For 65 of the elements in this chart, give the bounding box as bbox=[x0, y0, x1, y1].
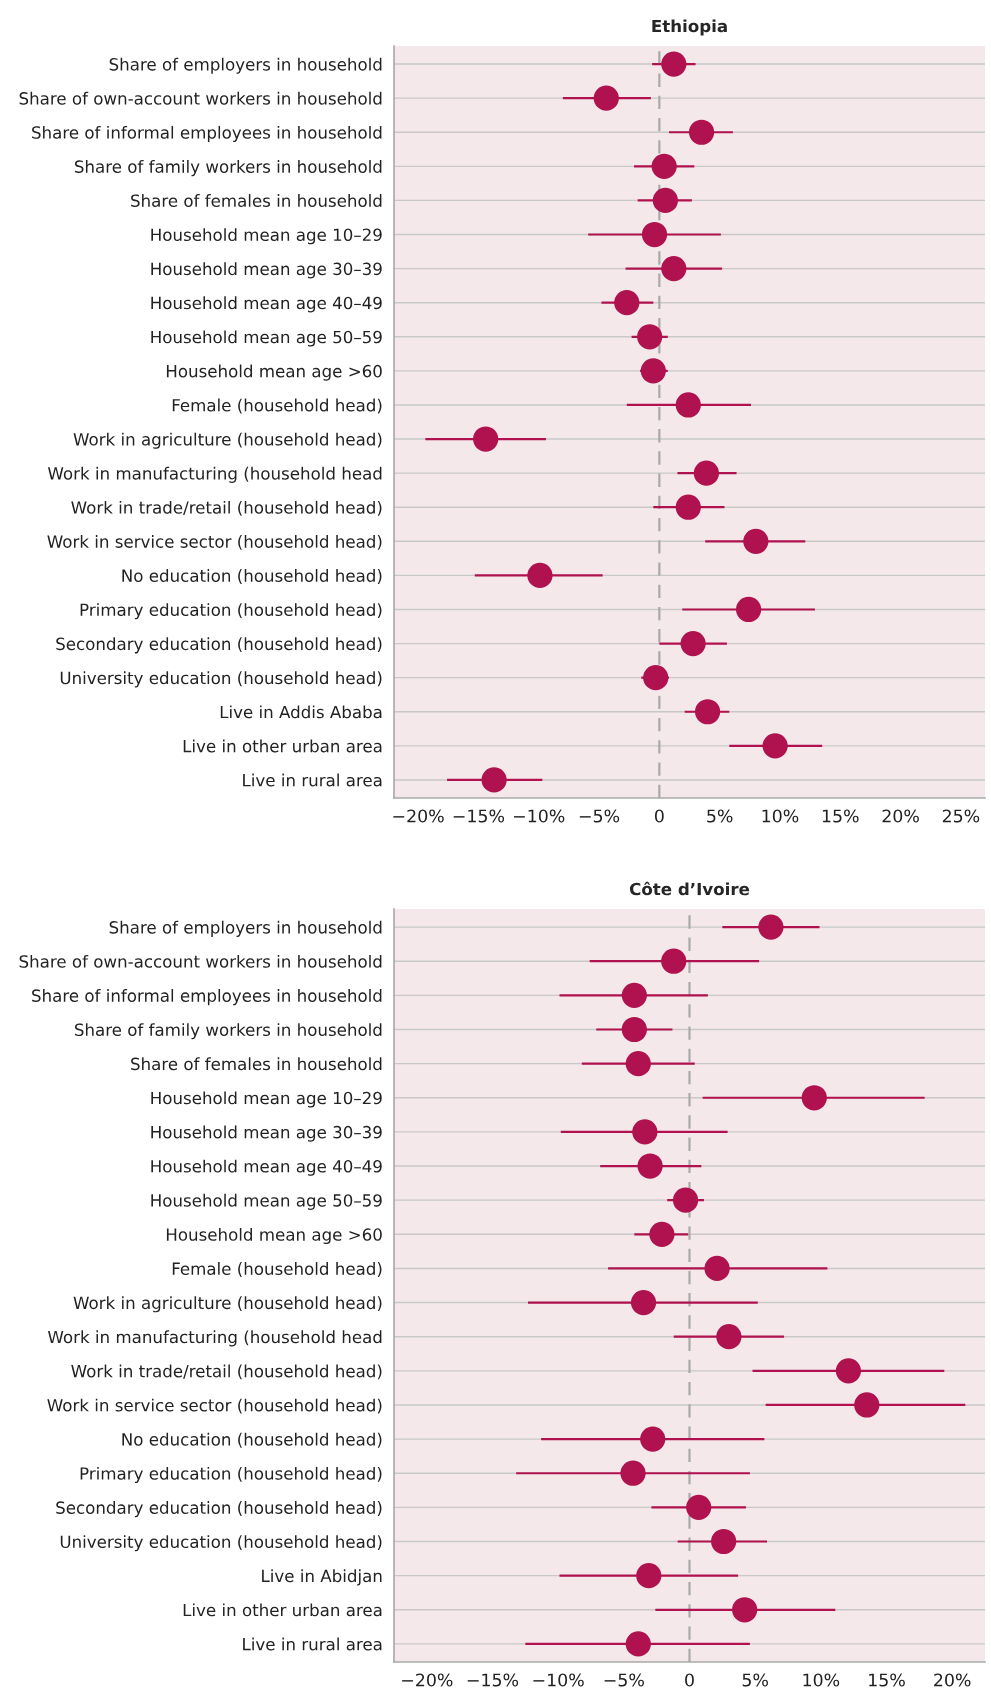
y-tick-label: Work in manufacturing (household head bbox=[47, 466, 382, 483]
y-tick-label: Share of employers in household bbox=[109, 57, 382, 74]
y-tick-label: Share of females in household bbox=[131, 194, 382, 207]
x-tick-label: 15% bbox=[822, 809, 859, 823]
x-tick-label: 5% bbox=[707, 809, 733, 823]
y-tick-label: Live in other urban area bbox=[183, 1603, 382, 1617]
x-tick-label: −20% bbox=[393, 809, 444, 823]
y-tick-label: Live in Abidjan bbox=[262, 1569, 382, 1586]
y-tick-label: Work in service sector (household head) bbox=[47, 534, 382, 550]
y-tick-label: Work in service sector (household head) bbox=[47, 1398, 382, 1414]
y-tick-label: Primary education (household head) bbox=[80, 1466, 382, 1484]
x-tick-label: 20% bbox=[934, 1673, 971, 1687]
y-tick-label: Share of own-account workers in household bbox=[19, 954, 382, 968]
y-tick-label: Female (household head) bbox=[172, 398, 382, 414]
x-tick-label: −5% bbox=[579, 809, 620, 823]
y-tick-label: Share of family workers in household bbox=[74, 160, 382, 177]
y-tick-label: Female (household head) bbox=[172, 1262, 382, 1277]
y-tick-label: Household mean age 10–29 bbox=[151, 1091, 382, 1108]
y-tick-label: Household mean age >60 bbox=[166, 364, 382, 381]
x-tick-label: 10% bbox=[762, 809, 799, 823]
y-tick-label: University education (household head) bbox=[60, 1535, 382, 1552]
y-tick-label: No education (household head) bbox=[122, 569, 382, 584]
y-tick-label: Household mean age 10–29 bbox=[151, 228, 382, 245]
x-tick-label: 20% bbox=[882, 809, 919, 823]
y-tick-label: Work in manufacturing (household head bbox=[47, 1330, 382, 1347]
y-tick-label: Household mean age 40–49 bbox=[151, 296, 382, 313]
x-tick-label: −5% bbox=[604, 1673, 644, 1687]
y-tick-label: Secondary education (household head) bbox=[56, 1501, 382, 1518]
y-tick-label: Household mean age 50–59 bbox=[151, 1193, 382, 1210]
x-tick-label: 5% bbox=[742, 1673, 768, 1687]
chart-title: Côte d’Ivoire bbox=[629, 881, 750, 896]
x-tick-label: 25% bbox=[942, 809, 980, 823]
y-tick-label: Live in Addis Ababa bbox=[220, 705, 382, 719]
y-tick-label: Work in trade/retail (household head) bbox=[71, 1364, 382, 1380]
y-tick-label: Household mean age 30–39 bbox=[151, 1125, 382, 1142]
y-tick-label: Household mean age >60 bbox=[166, 1227, 382, 1245]
y-tick-label: Share of informal employees in household bbox=[32, 989, 382, 1006]
y-tick-label: Live in other urban area bbox=[183, 739, 382, 753]
y-tick-label: Share of family workers in household bbox=[74, 1023, 382, 1040]
x-tick-label: −10% bbox=[533, 1673, 584, 1687]
y-tick-label: Work in agriculture (household head) bbox=[73, 432, 382, 449]
x-tick-label: −20% bbox=[402, 1673, 453, 1687]
y-tick-label: Share of females in household bbox=[131, 1057, 382, 1071]
y-tick-label: Share of informal employees in household bbox=[32, 125, 382, 143]
y-tick-label: Household mean age 30–39 bbox=[151, 262, 382, 279]
y-tick-label: Live in rural area bbox=[243, 1637, 382, 1651]
y-tick-label: Primary education (household head) bbox=[80, 603, 382, 620]
x-tick-label: 0 bbox=[654, 809, 664, 823]
y-tick-label: No education (household head) bbox=[122, 1432, 382, 1448]
y-tick-label: Work in agriculture (household head) bbox=[73, 1296, 382, 1313]
y-tick-label: Household mean age 50–59 bbox=[151, 330, 382, 347]
y-tick-label: University education (household head) bbox=[60, 671, 382, 688]
y-tick-label: Share of employers in household bbox=[109, 920, 382, 937]
y-tick-label: Work in trade/retail (household head) bbox=[71, 500, 382, 516]
x-tick-label: 10% bbox=[803, 1673, 840, 1687]
y-tick-label: Secondary education (household head) bbox=[56, 637, 382, 654]
y-tick-label: Household mean age 40–49 bbox=[151, 1159, 382, 1176]
y-tick-label: Share of own-account workers in household bbox=[19, 91, 382, 105]
x-tick-label: −15% bbox=[467, 1673, 519, 1687]
chart-title: Ethiopia bbox=[652, 19, 727, 36]
x-tick-label: 0 bbox=[685, 1673, 694, 1687]
x-tick-label: −10% bbox=[514, 809, 565, 823]
x-tick-label: −15% bbox=[453, 809, 505, 823]
x-tick-label: 15% bbox=[869, 1673, 905, 1687]
y-tick-label: Live in rural area bbox=[243, 773, 382, 787]
